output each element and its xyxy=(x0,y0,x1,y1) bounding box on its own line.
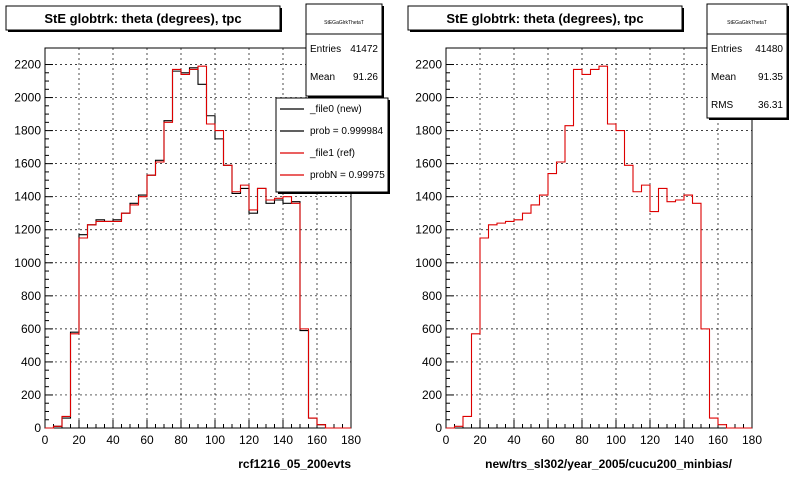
legend-entry: _file0 (new) xyxy=(309,104,362,115)
y-tick-label: 200 xyxy=(422,388,442,402)
x-tick-label: 180 xyxy=(341,433,361,447)
y-tick-label: 1600 xyxy=(14,157,41,171)
y-tick-label: 1200 xyxy=(415,223,442,237)
stats-box xyxy=(305,3,383,97)
plot-frame xyxy=(445,47,753,429)
stats-value: 36.31 xyxy=(758,100,783,111)
y-tick-label: 200 xyxy=(21,388,41,402)
x-tick-label: 100 xyxy=(205,433,225,447)
x-tick-label: 160 xyxy=(307,433,327,447)
x-tick-label: 80 xyxy=(174,433,188,447)
x-tick-label: 140 xyxy=(674,433,694,447)
x-tick-label: 40 xyxy=(507,433,521,447)
x-axis-label: rcf1216_05_200evts xyxy=(238,457,351,471)
stats-value: 91.26 xyxy=(353,72,378,83)
y-tick-label: 2200 xyxy=(14,58,41,72)
x-tick-label: 120 xyxy=(239,433,259,447)
stats-box xyxy=(706,3,788,119)
chart-title: StE globtrk: theta (degrees), tpc xyxy=(44,11,241,26)
x-tick-label: 60 xyxy=(140,433,154,447)
left-histogram-panel: 0 20 40 60 80 100 120 140 160 1800200400600800100… xyxy=(5,3,390,471)
y-tick-label: 0 xyxy=(435,421,442,435)
y-tick-label: 0 xyxy=(34,421,41,435)
y-tick-label: 2000 xyxy=(415,91,442,105)
x-tick-label: 60 xyxy=(541,433,555,447)
y-tick-label: 1600 xyxy=(415,157,442,171)
stats-label: Mean xyxy=(711,72,736,83)
x-tick-label: 40 xyxy=(106,433,120,447)
y-tick-label: 800 xyxy=(422,289,442,303)
x-tick-label: 140 xyxy=(273,433,293,447)
histogram-series-1 xyxy=(45,65,351,429)
legend-box xyxy=(275,97,389,193)
y-tick-label: 600 xyxy=(21,322,41,336)
y-tick-label: 600 xyxy=(422,322,442,336)
x-axis-label: new/trs_sl302/year_2005/cucu200_minbias/ xyxy=(485,457,732,471)
x-tick-label: 120 xyxy=(640,433,660,447)
histogram-series-0 xyxy=(446,65,752,429)
x-tick-label: 20 xyxy=(72,433,86,447)
y-tick-label: 400 xyxy=(422,355,442,369)
right-histogram-panel: 0 20 40 60 80 100 120 140 160 1800200400600800100… xyxy=(407,3,789,471)
x-tick-label: 100 xyxy=(606,433,626,447)
y-tick-label: 800 xyxy=(21,289,41,303)
x-tick-label: 0 xyxy=(443,433,450,447)
stats-label: Entries xyxy=(711,44,742,55)
stats-value: 41480 xyxy=(755,44,783,55)
x-tick-label: 180 xyxy=(742,433,762,447)
legend-entry: _file1 (ref) xyxy=(309,148,355,159)
x-tick-label: 80 xyxy=(575,433,589,447)
y-tick-label: 2200 xyxy=(415,58,442,72)
title-box xyxy=(407,5,683,31)
y-tick-label: 1800 xyxy=(14,124,41,138)
legend-entry: probN = 0.99975 xyxy=(310,170,385,181)
y-tick-label: 1000 xyxy=(415,256,442,270)
stats-name: StEGaGlrkThetaT xyxy=(727,20,767,26)
y-tick-label: 1000 xyxy=(14,256,41,270)
stats-name: StEGaGlrkThetaT xyxy=(324,20,364,26)
chart-title: StE globtrk: theta (degrees), tpc xyxy=(446,11,643,26)
legend-entry: prob = 0.999984 xyxy=(310,126,384,137)
stats-value: 41472 xyxy=(350,44,378,55)
stats-label: Entries xyxy=(310,44,341,55)
y-tick-label: 1200 xyxy=(14,223,41,237)
y-tick-label: 2000 xyxy=(14,91,41,105)
x-tick-label: 160 xyxy=(708,433,728,447)
y-tick-label: 1400 xyxy=(14,190,41,204)
y-tick-label: 400 xyxy=(21,355,41,369)
stats-label: RMS xyxy=(711,100,734,111)
stats-label: Mean xyxy=(310,72,335,83)
x-tick-label: 0 xyxy=(42,433,49,447)
y-tick-label: 1400 xyxy=(415,190,442,204)
x-tick-label: 20 xyxy=(473,433,487,447)
y-tick-label: 1800 xyxy=(415,124,442,138)
stats-value: 91.35 xyxy=(758,72,783,83)
title-box xyxy=(5,5,281,31)
